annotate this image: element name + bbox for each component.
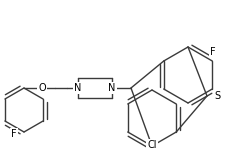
Text: N: N (108, 83, 116, 93)
Text: F: F (11, 129, 17, 139)
Text: F: F (210, 47, 216, 57)
Text: Cl: Cl (147, 140, 157, 150)
Text: S: S (214, 91, 220, 101)
Text: N: N (74, 83, 82, 93)
Text: O: O (38, 83, 46, 93)
